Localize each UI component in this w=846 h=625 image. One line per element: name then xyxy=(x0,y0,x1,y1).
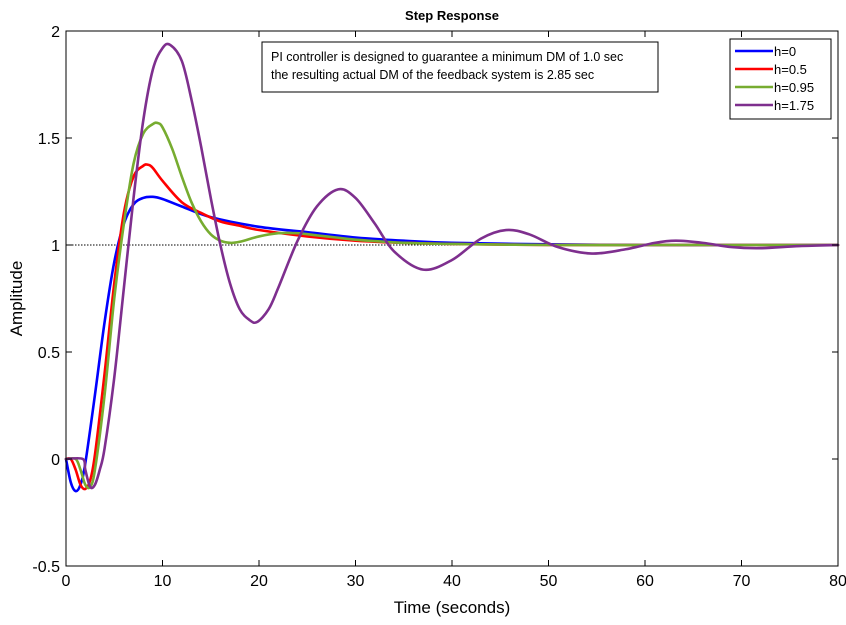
x-tick-label: 10 xyxy=(154,573,172,590)
y-tick-label: 0.5 xyxy=(38,345,60,362)
legend-label-2: h=0.95 xyxy=(774,80,814,95)
legend: h=0 h=0.5 h=0.95 h=1.75 xyxy=(729,38,832,120)
x-axis-title: Time (seconds) xyxy=(394,598,511,617)
x-tick-label: 70 xyxy=(733,573,751,590)
y-tick-label: 2 xyxy=(51,24,60,41)
chart-title: Step Response xyxy=(405,8,499,23)
plot-background xyxy=(66,31,838,566)
x-tick-label: 20 xyxy=(250,573,268,590)
legend-label-0: h=0 xyxy=(774,44,796,59)
y-axis-title: Amplitude xyxy=(7,261,26,337)
x-tick-label: 40 xyxy=(443,573,461,590)
legend-label-3: h=1.75 xyxy=(774,98,814,113)
annotation-line-2: the resulting actual DM of the feedback … xyxy=(271,68,594,82)
legend-label-1: h=0.5 xyxy=(774,62,807,77)
x-tick-label: 60 xyxy=(636,573,654,590)
series-line-3 xyxy=(64,42,840,490)
series-line-2 xyxy=(64,121,840,490)
plot-area xyxy=(64,42,840,493)
annotation-box: PI controller is designed to guarantee a… xyxy=(261,41,659,93)
x-tick-label: 0 xyxy=(62,573,71,590)
x-tick-label: 50 xyxy=(540,573,558,590)
ticks-layer: 0 10 20 30 40 50 60 70 80-0.500.511.52 xyxy=(32,24,846,590)
annotation-frame xyxy=(261,41,659,93)
y-tick-label: -0.5 xyxy=(32,559,60,576)
y-tick-label: 1 xyxy=(51,238,60,255)
y-tick-label: 0 xyxy=(51,452,60,469)
x-tick-label: 30 xyxy=(347,573,365,590)
y-tick-label: 1.5 xyxy=(38,131,60,148)
annotation-line-1: PI controller is designed to guarantee a… xyxy=(271,50,623,64)
x-tick-label: 80 xyxy=(829,573,846,590)
